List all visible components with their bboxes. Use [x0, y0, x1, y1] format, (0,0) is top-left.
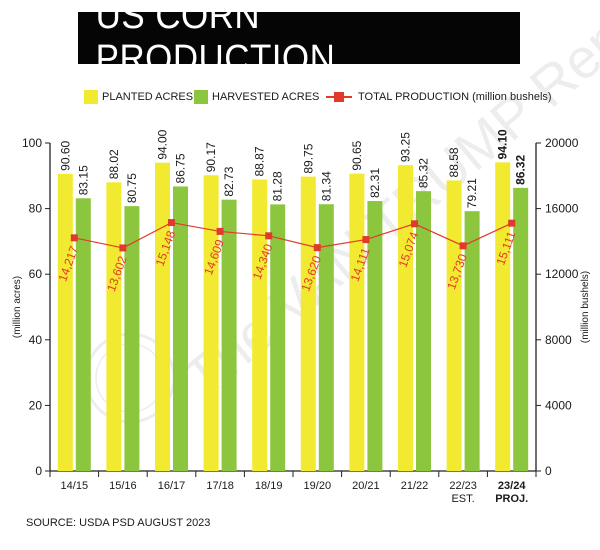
bar-planted — [349, 173, 365, 471]
production-point — [313, 244, 321, 252]
bar-planted — [252, 179, 268, 471]
data-label-planted: 94.10 — [496, 129, 510, 159]
legend-swatch-production — [326, 90, 352, 104]
data-label-harvested: 80.75 — [125, 173, 139, 203]
x-tick-label: 18/19 — [255, 480, 283, 492]
y-left-axis-title: (million acres) — [12, 276, 23, 338]
x-tick-label: 17/18 — [206, 480, 234, 492]
y-left-tick-label: 100 — [22, 136, 42, 150]
data-label-harvested: 82.31 — [368, 168, 382, 198]
legend-label-production: TOTAL PRODUCTION (million bushels) — [358, 91, 552, 103]
bar-planted — [203, 175, 219, 471]
bar-harvested — [124, 206, 140, 471]
data-label-planted: 88.02 — [107, 149, 121, 179]
legend-swatch-planted — [84, 90, 98, 104]
data-label-harvested: 81.28 — [271, 171, 285, 201]
bar-planted — [495, 162, 511, 472]
data-label-planted: 90.60 — [58, 140, 72, 170]
data-label-harvested: 81.34 — [319, 171, 333, 201]
production-point — [70, 234, 78, 242]
production-point — [216, 227, 224, 235]
production-point — [459, 242, 467, 250]
bar-harvested — [513, 187, 529, 471]
bar-planted — [398, 165, 413, 471]
data-label-harvested: 86.32 — [514, 155, 528, 185]
chart-title-box: US CORN PRODUCTION — [78, 0, 520, 80]
data-label-planted: 93.25 — [399, 132, 413, 162]
x-tick-sublabel: PROJ. — [495, 493, 528, 505]
x-tick-label: 19/20 — [304, 480, 332, 492]
production-line — [74, 221, 512, 249]
y-right-tick-label: 0 — [545, 464, 552, 478]
y-left-tick-label: 20 — [29, 398, 43, 412]
bar-harvested — [416, 191, 431, 472]
bar-planted — [300, 176, 316, 471]
bar-planted — [106, 182, 122, 471]
x-tick-label: 21/22 — [401, 480, 429, 492]
bar-planted — [155, 162, 170, 471]
y-left-tick-label: 60 — [29, 267, 43, 281]
production-point — [119, 244, 127, 252]
data-label-harvested: 79.21 — [465, 178, 479, 208]
y-right-tick-label: 20000 — [545, 136, 579, 150]
y-right-tick-label: 8000 — [545, 333, 572, 347]
production-point — [265, 232, 273, 240]
y-right-axis-title: (million bushels) — [580, 271, 591, 343]
data-label-harvested: 85.32 — [417, 158, 431, 188]
x-tick-label: 22/23 — [449, 480, 477, 492]
legend-item-harvested: HARVESTED ACRES — [194, 90, 319, 104]
production-point — [362, 236, 370, 244]
y-left-tick-label: 0 — [35, 464, 42, 478]
legend-label-planted: PLANTED ACRES — [102, 91, 194, 103]
data-label-harvested: 82.73 — [222, 166, 236, 196]
source-note: SOURCE: USDA PSD AUGUST 2023 — [26, 517, 211, 529]
bar-planted — [57, 173, 73, 471]
y-left-tick-label: 80 — [29, 202, 43, 216]
data-label-planted: 88.87 — [253, 146, 267, 176]
bar-harvested — [75, 198, 91, 471]
data-label-planted: 89.75 — [301, 143, 315, 173]
bar-harvested — [221, 199, 237, 471]
legend-label-harvested: HARVESTED ACRES — [212, 91, 320, 103]
bar-harvested — [367, 201, 383, 471]
production-point — [168, 219, 175, 227]
legend: PLANTED ACRES HARVESTED ACRES TOTAL PROD… — [0, 90, 600, 108]
legend-item-planted: PLANTED ACRES — [84, 90, 193, 104]
x-tick-label: 15/16 — [109, 480, 137, 492]
production-point — [508, 219, 516, 227]
bar-harvested — [173, 186, 188, 471]
legend-item-production: TOTAL PRODUCTION (million bushels) — [326, 90, 552, 104]
x-tick-label: 20/21 — [352, 480, 380, 492]
bar-harvested — [318, 204, 334, 471]
x-tick-sublabel: EST. — [451, 493, 474, 505]
data-label-planted: 90.17 — [204, 142, 218, 172]
bar-harvested — [464, 211, 480, 471]
data-label-harvested: 83.15 — [76, 165, 90, 195]
data-label-planted: 94.00 — [156, 129, 170, 159]
data-label-harvested: 86.75 — [174, 153, 188, 183]
x-tick-label: 14/15 — [61, 480, 89, 492]
y-right-tick-label: 16000 — [545, 202, 579, 216]
data-label-planted: 90.65 — [350, 140, 364, 170]
y-right-tick-label: 12000 — [545, 267, 579, 281]
legend-swatch-harvested — [194, 90, 208, 104]
x-tick-label: 16/17 — [158, 480, 186, 492]
bar-planted — [446, 180, 462, 472]
bar-harvested — [270, 204, 286, 471]
y-right-tick-label: 4000 — [545, 398, 572, 412]
y-left-tick-label: 40 — [29, 333, 43, 347]
x-tick-label: 23/24 — [498, 480, 526, 492]
data-label-planted: 88.58 — [447, 147, 461, 177]
chart-title: US CORN PRODUCTION — [95, 0, 336, 80]
production-point — [411, 220, 418, 228]
